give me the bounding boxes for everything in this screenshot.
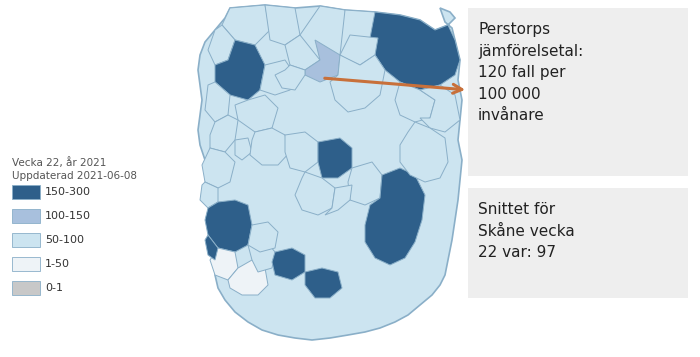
Polygon shape: [235, 138, 252, 160]
Polygon shape: [202, 148, 235, 188]
Polygon shape: [205, 235, 218, 260]
Text: 50-100: 50-100: [45, 235, 84, 245]
Polygon shape: [340, 10, 378, 55]
Polygon shape: [275, 65, 305, 90]
Polygon shape: [348, 162, 382, 205]
Polygon shape: [260, 60, 295, 95]
Polygon shape: [248, 222, 278, 252]
Polygon shape: [285, 35, 320, 70]
Polygon shape: [265, 5, 300, 45]
FancyBboxPatch shape: [468, 8, 688, 176]
Polygon shape: [420, 85, 460, 132]
Polygon shape: [198, 5, 462, 340]
Polygon shape: [365, 168, 425, 265]
FancyBboxPatch shape: [468, 188, 688, 298]
Polygon shape: [400, 122, 448, 182]
Polygon shape: [250, 128, 290, 165]
Text: 150-300: 150-300: [45, 187, 91, 197]
Text: 1-50: 1-50: [45, 259, 70, 269]
Polygon shape: [330, 55, 385, 112]
Polygon shape: [208, 25, 235, 65]
Polygon shape: [200, 182, 218, 208]
Polygon shape: [340, 35, 378, 65]
Text: Snittet för
Skåne vecka
22 var: 97: Snittet för Skåne vecka 22 var: 97: [478, 202, 575, 260]
Polygon shape: [215, 40, 265, 100]
Polygon shape: [248, 240, 275, 272]
Text: Vecka 22, år 2021: Vecka 22, år 2021: [12, 157, 106, 168]
Polygon shape: [318, 138, 352, 178]
Text: Perstorps
jämförelsetal:
120 fall per
100 000
invånare: Perstorps jämförelsetal: 120 fall per 10…: [478, 22, 583, 124]
Polygon shape: [300, 6, 350, 60]
Polygon shape: [222, 5, 270, 45]
Bar: [12, 233, 40, 247]
Polygon shape: [325, 185, 352, 215]
Polygon shape: [272, 248, 305, 280]
Polygon shape: [210, 248, 238, 280]
Polygon shape: [210, 115, 238, 152]
Bar: [12, 257, 40, 271]
Polygon shape: [228, 260, 268, 295]
Polygon shape: [205, 82, 230, 122]
Text: Uppdaterad 2021-06-08: Uppdaterad 2021-06-08: [12, 171, 137, 181]
Bar: [12, 185, 40, 199]
Bar: [12, 209, 40, 223]
Polygon shape: [370, 12, 460, 90]
Polygon shape: [235, 95, 278, 132]
Polygon shape: [305, 268, 342, 298]
Bar: [12, 281, 40, 295]
Polygon shape: [395, 82, 435, 122]
Text: 0-1: 0-1: [45, 283, 63, 293]
Polygon shape: [285, 132, 318, 172]
Polygon shape: [205, 200, 252, 252]
Polygon shape: [305, 40, 340, 82]
Polygon shape: [295, 172, 335, 215]
Text: 100-150: 100-150: [45, 211, 91, 221]
